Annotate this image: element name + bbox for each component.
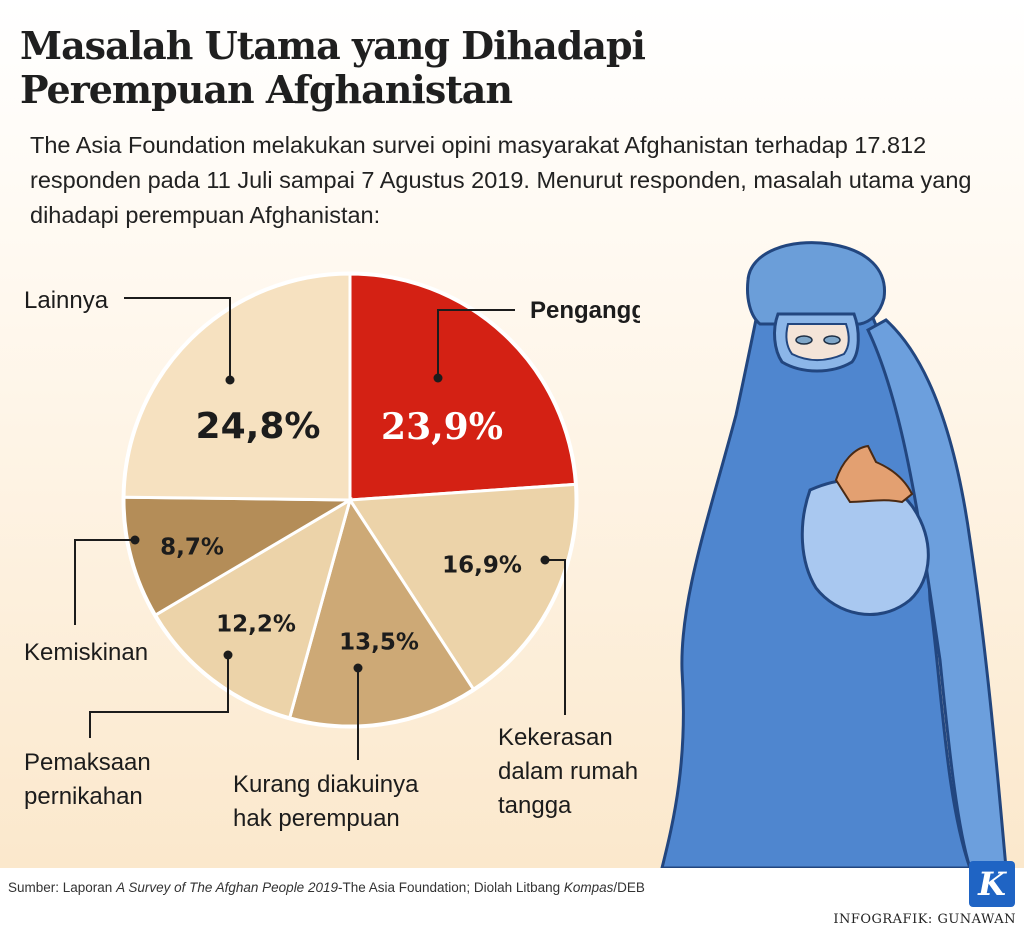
face xyxy=(785,323,850,361)
title-line-1: Masalah Utama yang Dihadapi xyxy=(20,23,646,68)
leader-dot-kemiskinan xyxy=(130,535,140,545)
pie-slice-lainnya xyxy=(122,272,352,502)
source-note: Sumber: Laporan A Survey of The Afghan P… xyxy=(8,880,645,895)
category-label-kemiskinan: Kemiskinan xyxy=(24,639,148,666)
left-eye xyxy=(795,335,813,345)
leader-dot-pemaksaan-pernikahan xyxy=(223,650,233,660)
value-label-pengangguran: 23,9% xyxy=(381,406,503,448)
title-line-2: Perempuan Afghanistan xyxy=(20,67,513,112)
intro-text: The Asia Foundation melakukan survei opi… xyxy=(30,132,972,228)
footer-band xyxy=(0,868,1024,937)
pie-outline xyxy=(121,271,579,729)
category-label-lainnya: Lainnya xyxy=(24,287,109,314)
leader-dot-kekerasan-dalam-rumah-tangga xyxy=(540,555,550,565)
category-label-kekerasan-dalam-rumah-tangga: Kekerasan dalam rumah tangga xyxy=(498,724,638,819)
right-eye xyxy=(823,335,841,345)
leader-dot-pengangguran xyxy=(433,373,443,383)
leader-line-lainnya xyxy=(124,297,231,380)
burqa-hood xyxy=(746,241,886,326)
category-label-pemaksaan-pernikahan: Pemaksaan pernikahan xyxy=(24,749,151,810)
value-label-kurang-diakuinya-hak-perempuan: 13,5% xyxy=(339,630,419,656)
leader-line-kekerasan-dalam-rumah-tangga xyxy=(545,559,566,715)
page-title: Masalah Utama yang Dihadapi Perempuan Af… xyxy=(20,23,646,112)
value-label-kekerasan-dalam-rumah-tangga: 16,9% xyxy=(442,553,522,579)
value-label-kemiskinan: 8,7% xyxy=(160,535,224,561)
value-label-pemaksaan-pernikahan: 12,2% xyxy=(216,612,296,638)
leader-line-pemaksaan-pernikahan xyxy=(89,655,229,738)
burqa-woman-illustration xyxy=(660,241,1008,868)
leader-line-kemiskinan xyxy=(74,539,135,625)
kompas-logo: K xyxy=(969,861,1015,907)
hand xyxy=(834,444,914,504)
value-label-lainnya: 24,8% xyxy=(196,406,321,447)
leader-dot-lainnya xyxy=(225,375,235,385)
credit-text: INFOGRAFIK: GUNAWAN xyxy=(833,912,1016,927)
leader-dot-kurang-diakuinya-hak-perempuan xyxy=(353,663,363,673)
leader-line-pengangguran xyxy=(437,309,515,378)
category-label-pengangguran: Pengangguran xyxy=(530,297,640,324)
category-label-kurang-diakuinya-hak-perempuan: Kurang diakuinya hak perempuan xyxy=(233,771,419,832)
